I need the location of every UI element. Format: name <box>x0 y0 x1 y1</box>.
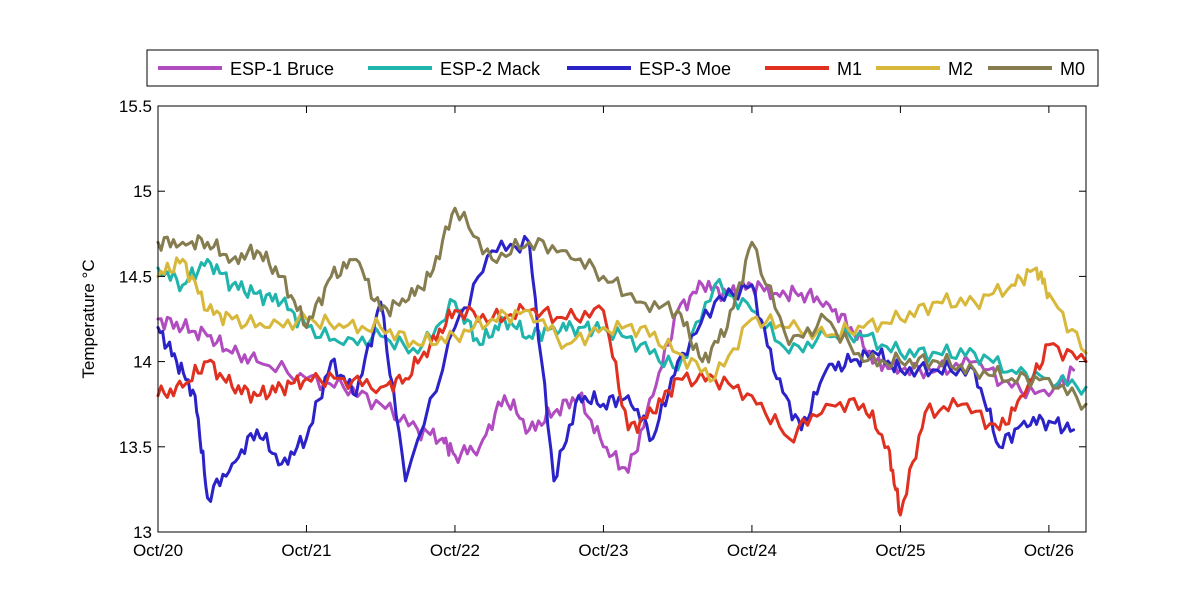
legend-label: ESP-2 Mack <box>440 59 541 79</box>
legend-label: ESP-3 Moe <box>639 59 731 79</box>
legend-label: M1 <box>837 59 862 79</box>
x-tick-label: Oct/26 <box>1024 541 1074 560</box>
x-tick-label: Oct/20 <box>133 541 183 560</box>
x-tick-label: Oct/25 <box>875 541 925 560</box>
legend-label: M2 <box>948 59 973 79</box>
y-tick-label: 14 <box>133 353 152 372</box>
x-tick-label: Oct/23 <box>578 541 628 560</box>
series-layer <box>156 206 1088 517</box>
series-line-m1 <box>156 302 1088 517</box>
x-tick-label: Oct/21 <box>281 541 331 560</box>
series-line-m0 <box>156 206 1088 411</box>
y-tick-label: 14.5 <box>119 267 152 286</box>
legend-label: ESP-1 Bruce <box>230 59 334 79</box>
legend: ESP-1 Bruce ESP-2 Mack ESP-3 Moe M1 M2 M0 <box>146 49 1099 87</box>
x-axis: Oct/20 Oct/21 Oct/22 Oct/23 Oct/24 Oct/25 Oct/… <box>133 106 1074 560</box>
y-axis: 13 13.5 14 14.5 15 15.5 <box>119 97 1086 542</box>
series-line-esp-3-moe <box>156 234 1076 503</box>
y-axis-title: Temperature °C <box>79 259 98 378</box>
series-line-m2 <box>156 256 1088 383</box>
y-tick-label: 13.5 <box>119 438 152 457</box>
series-line-esp-2-mack <box>156 257 1088 396</box>
x-tick-label: Oct/24 <box>727 541 777 560</box>
y-tick-label: 13 <box>133 523 152 542</box>
plot-frame <box>157 105 1087 533</box>
x-tick-label: Oct/22 <box>430 541 480 560</box>
y-tick-label: 15.5 <box>119 97 152 116</box>
y-tick-label: 15 <box>133 182 152 201</box>
legend-label: M0 <box>1060 59 1085 79</box>
